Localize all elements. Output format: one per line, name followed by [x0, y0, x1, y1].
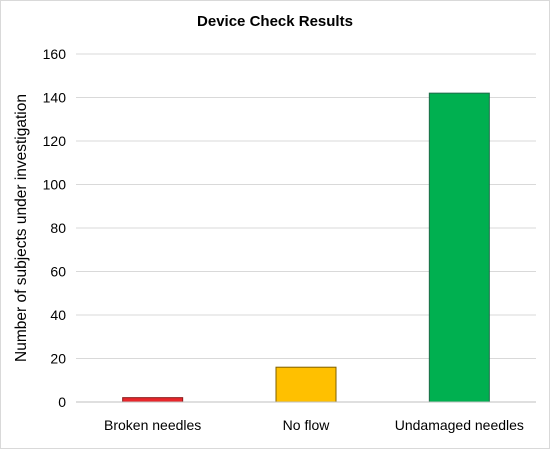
y-axis-label: Number of subjects under investigation [13, 94, 30, 362]
chart-title: Device Check Results [197, 13, 353, 30]
bars [122, 92, 490, 403]
y-tick-label: 40 [50, 307, 66, 323]
y-tick-label: 0 [58, 394, 66, 410]
y-tick-label: 60 [50, 264, 66, 280]
x-axis-categories: Broken needles No flow Undamaged needles [104, 417, 524, 433]
y-tick-label: 20 [50, 351, 66, 367]
gridlines [76, 53, 536, 359]
x-category-label: No flow [283, 417, 331, 433]
y-tick-label: 80 [50, 220, 66, 236]
y-tick-label: 140 [43, 90, 67, 106]
x-category-label: Undamaged needles [395, 417, 524, 433]
bar-broken-needles [122, 397, 184, 403]
y-tick-label: 160 [43, 46, 67, 62]
y-tick-label: 120 [43, 133, 67, 149]
x-category-label: Broken needles [104, 417, 201, 433]
bar-no-flow [275, 366, 337, 403]
y-axis-ticks: 0 20 40 60 80 100 120 140 160 [43, 46, 67, 410]
y-tick-label: 100 [43, 177, 67, 193]
bar-undamaged-needles [428, 92, 490, 403]
